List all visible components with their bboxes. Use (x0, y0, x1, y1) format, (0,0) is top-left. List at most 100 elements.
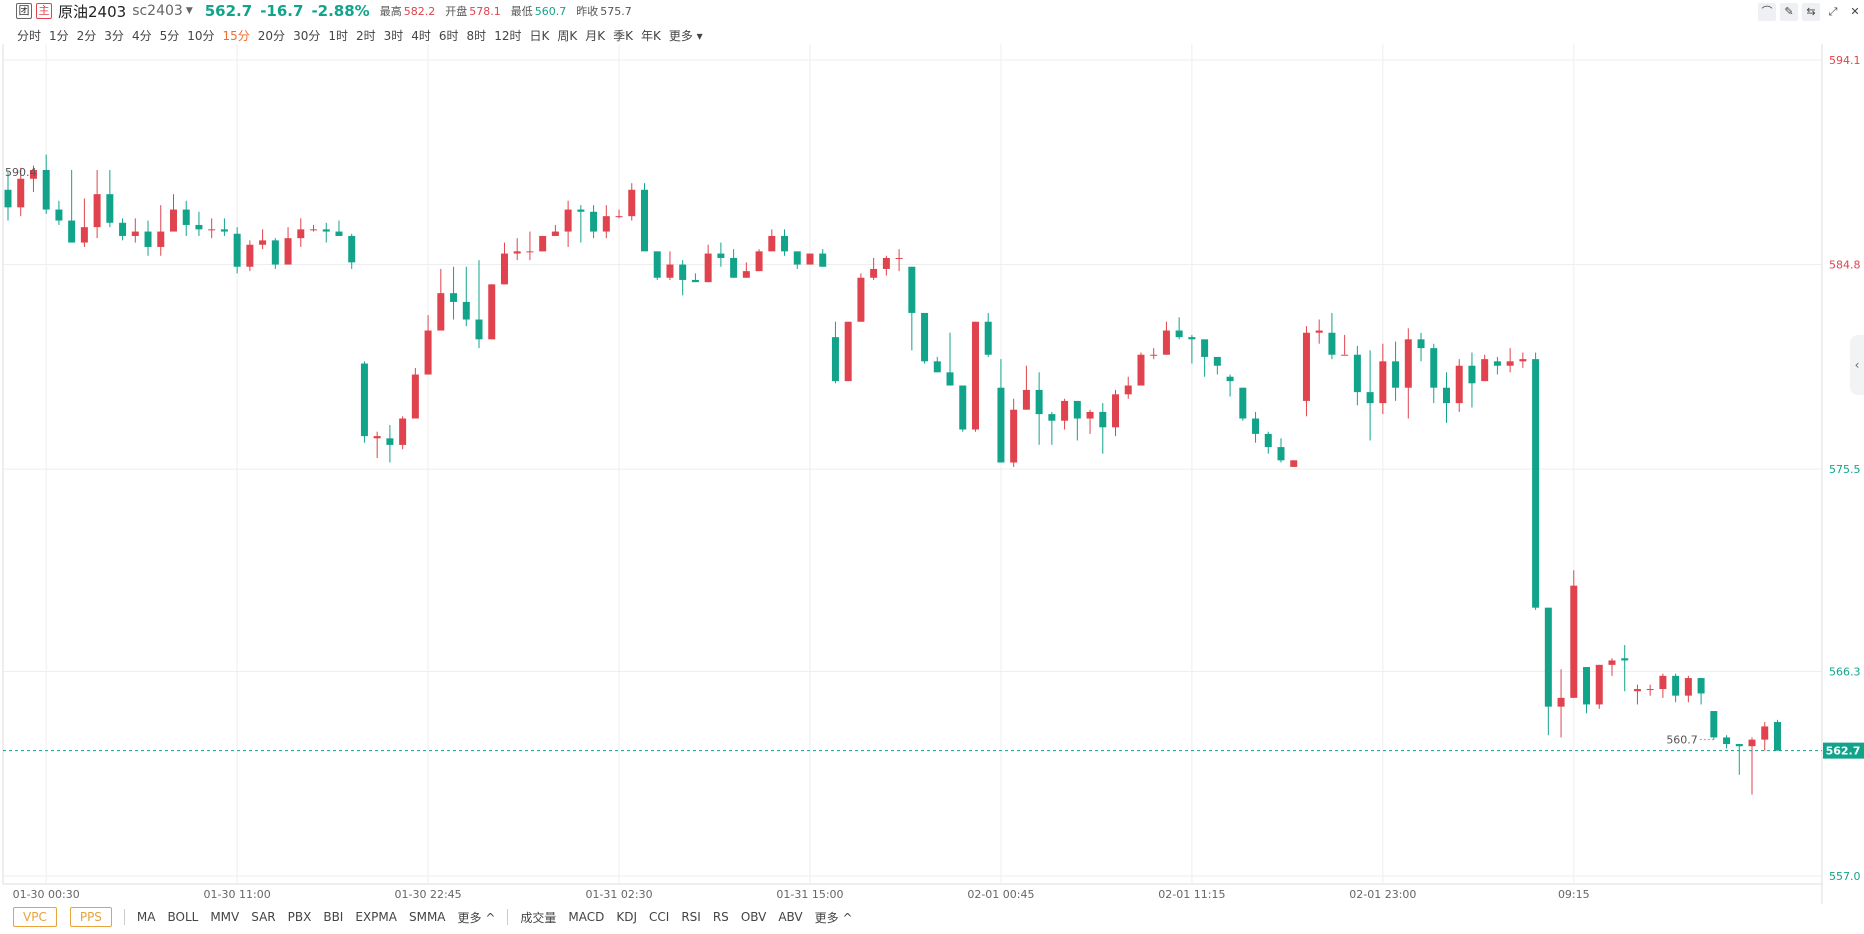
candle-body[interactable] (793, 251, 801, 265)
candle-body[interactable] (666, 264, 674, 278)
candle-body[interactable] (1328, 332, 1336, 355)
candle-body[interactable] (1302, 332, 1310, 401)
candle-body[interactable] (1252, 418, 1260, 434)
candle-body[interactable] (488, 284, 496, 340)
candle-body[interactable] (1697, 678, 1705, 694)
main-indicator-4[interactable]: PBX (287, 910, 312, 924)
candle-body[interactable] (551, 231, 559, 236)
candle-body[interactable] (195, 224, 203, 230)
candle-body[interactable] (781, 235, 789, 252)
candle-body[interactable] (704, 253, 712, 283)
candle-body[interactable] (1659, 675, 1667, 690)
candle-body[interactable] (1519, 359, 1527, 362)
candle-body[interactable] (284, 238, 292, 265)
candle-body[interactable] (131, 231, 139, 236)
candle-body[interactable] (628, 189, 636, 217)
candle-body[interactable] (1570, 585, 1578, 698)
period-1[interactable]: 1分 (49, 29, 69, 43)
candle-body[interactable] (399, 418, 407, 445)
period-20[interactable]: 季K (613, 29, 633, 43)
period-7[interactable]: 15分 (222, 29, 250, 43)
period-6[interactable]: 10分 (187, 29, 215, 43)
main-indicator-1[interactable]: BOLL (167, 910, 199, 924)
candle-body[interactable] (895, 257, 903, 259)
candle-body[interactable] (1239, 387, 1247, 419)
candle-body[interactable] (437, 293, 445, 331)
candle-body[interactable] (335, 231, 343, 236)
candle-body[interactable] (1684, 678, 1692, 696)
expand-icon[interactable]: ⤢ (1828, 5, 1838, 18)
candle-body[interactable] (984, 321, 992, 355)
candle-body[interactable] (1035, 389, 1043, 415)
candle-body[interactable] (182, 209, 190, 225)
candle-body[interactable] (971, 321, 979, 430)
candle-body[interactable] (1646, 689, 1654, 691)
candle-body[interactable] (1124, 385, 1132, 395)
candle-body[interactable] (17, 178, 25, 208)
candle-body[interactable] (1073, 400, 1081, 419)
candle-body[interactable] (1442, 387, 1450, 404)
candle-body[interactable] (4, 189, 12, 208)
period-9[interactable]: 30分 (293, 29, 321, 43)
candle-body[interactable] (653, 251, 661, 278)
indicator-line-icon[interactable]: ⌒ (1758, 3, 1776, 21)
candle-body[interactable] (1366, 392, 1374, 404)
candle-body[interactable] (679, 264, 687, 280)
candle-body[interactable] (322, 229, 330, 232)
period-0[interactable]: 分时 (17, 29, 42, 43)
candle-body[interactable] (1353, 354, 1361, 393)
candle-body[interactable] (1773, 722, 1781, 751)
candle-body[interactable] (717, 253, 725, 258)
candle-body[interactable] (373, 436, 381, 439)
candle-body[interactable] (68, 220, 76, 243)
candle-body[interactable] (857, 277, 865, 322)
period-2[interactable]: 2分 (76, 29, 97, 43)
candle-body[interactable] (1061, 400, 1069, 421)
candle-body[interactable] (1099, 411, 1107, 428)
candle-body[interactable] (870, 268, 878, 278)
candle-body[interactable] (1710, 711, 1718, 738)
candle-body[interactable] (360, 363, 368, 437)
candle-body[interactable] (1150, 354, 1158, 356)
period-13[interactable]: 4时 (411, 29, 431, 43)
candle-body[interactable] (1430, 348, 1438, 388)
candle-body[interactable] (1112, 394, 1120, 428)
candle-body[interactable] (742, 271, 750, 278)
candle-body[interactable] (1188, 337, 1196, 340)
candle-body[interactable] (119, 222, 127, 236)
candle-body[interactable] (157, 231, 165, 247)
candle-body[interactable] (310, 229, 318, 231)
period-8[interactable]: 20分 (257, 29, 286, 43)
main-indicator-7[interactable]: SMMA (408, 910, 446, 924)
candle-body[interactable] (602, 216, 610, 232)
candle-body[interactable] (1290, 460, 1298, 467)
candle-body[interactable] (641, 189, 648, 252)
main-indicator-2[interactable]: MMV (210, 910, 240, 924)
candle-body[interactable] (1621, 658, 1629, 661)
candle-body[interactable] (1544, 607, 1552, 707)
candle-body[interactable] (933, 361, 941, 373)
candle-body[interactable] (755, 251, 763, 272)
candle-body[interactable] (1341, 354, 1349, 356)
candle-body[interactable] (1672, 675, 1680, 696)
candle-body[interactable] (590, 211, 598, 232)
candle-body[interactable] (220, 229, 228, 232)
candle-body[interactable] (615, 216, 623, 218)
candle-body[interactable] (462, 301, 470, 320)
candle-body[interactable] (271, 240, 279, 265)
sub-indicator-5[interactable]: RS (712, 910, 729, 924)
candle-body[interactable] (1583, 667, 1591, 705)
candle-body[interactable] (259, 240, 267, 245)
main-indicator-3[interactable]: SAR (251, 910, 276, 924)
candle-body[interactable] (539, 235, 547, 252)
candle-body[interactable] (1277, 447, 1285, 461)
period-5[interactable]: 5分 (159, 29, 180, 43)
period-16[interactable]: 12时 (494, 29, 522, 43)
sub-indicator-0[interactable]: 成交量 (520, 910, 557, 925)
period-11[interactable]: 2时 (355, 29, 376, 43)
sub-indicator-4[interactable]: RSI (681, 910, 701, 924)
candle-body[interactable] (691, 279, 699, 283)
candle-body[interactable] (1392, 361, 1400, 388)
candle-body[interactable] (577, 209, 585, 212)
candle-body[interactable] (1633, 689, 1641, 692)
